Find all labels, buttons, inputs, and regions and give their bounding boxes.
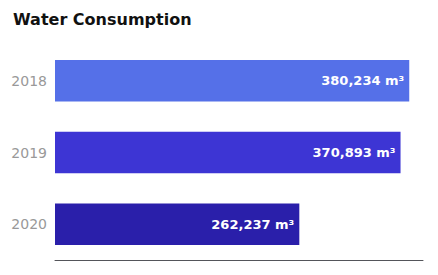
- svg-text:2020: 2020: [11, 216, 47, 232]
- svg-text:370,893 m³: 370,893 m³: [313, 145, 396, 160]
- svg-text:2019: 2019: [11, 145, 47, 161]
- svg-text:380,234 m³: 380,234 m³: [321, 73, 404, 88]
- svg-text:262,237 m³: 262,237 m³: [211, 217, 294, 232]
- svg-text:Water Consumption: Water Consumption: [13, 10, 192, 29]
- svg-text:2018: 2018: [11, 73, 47, 89]
